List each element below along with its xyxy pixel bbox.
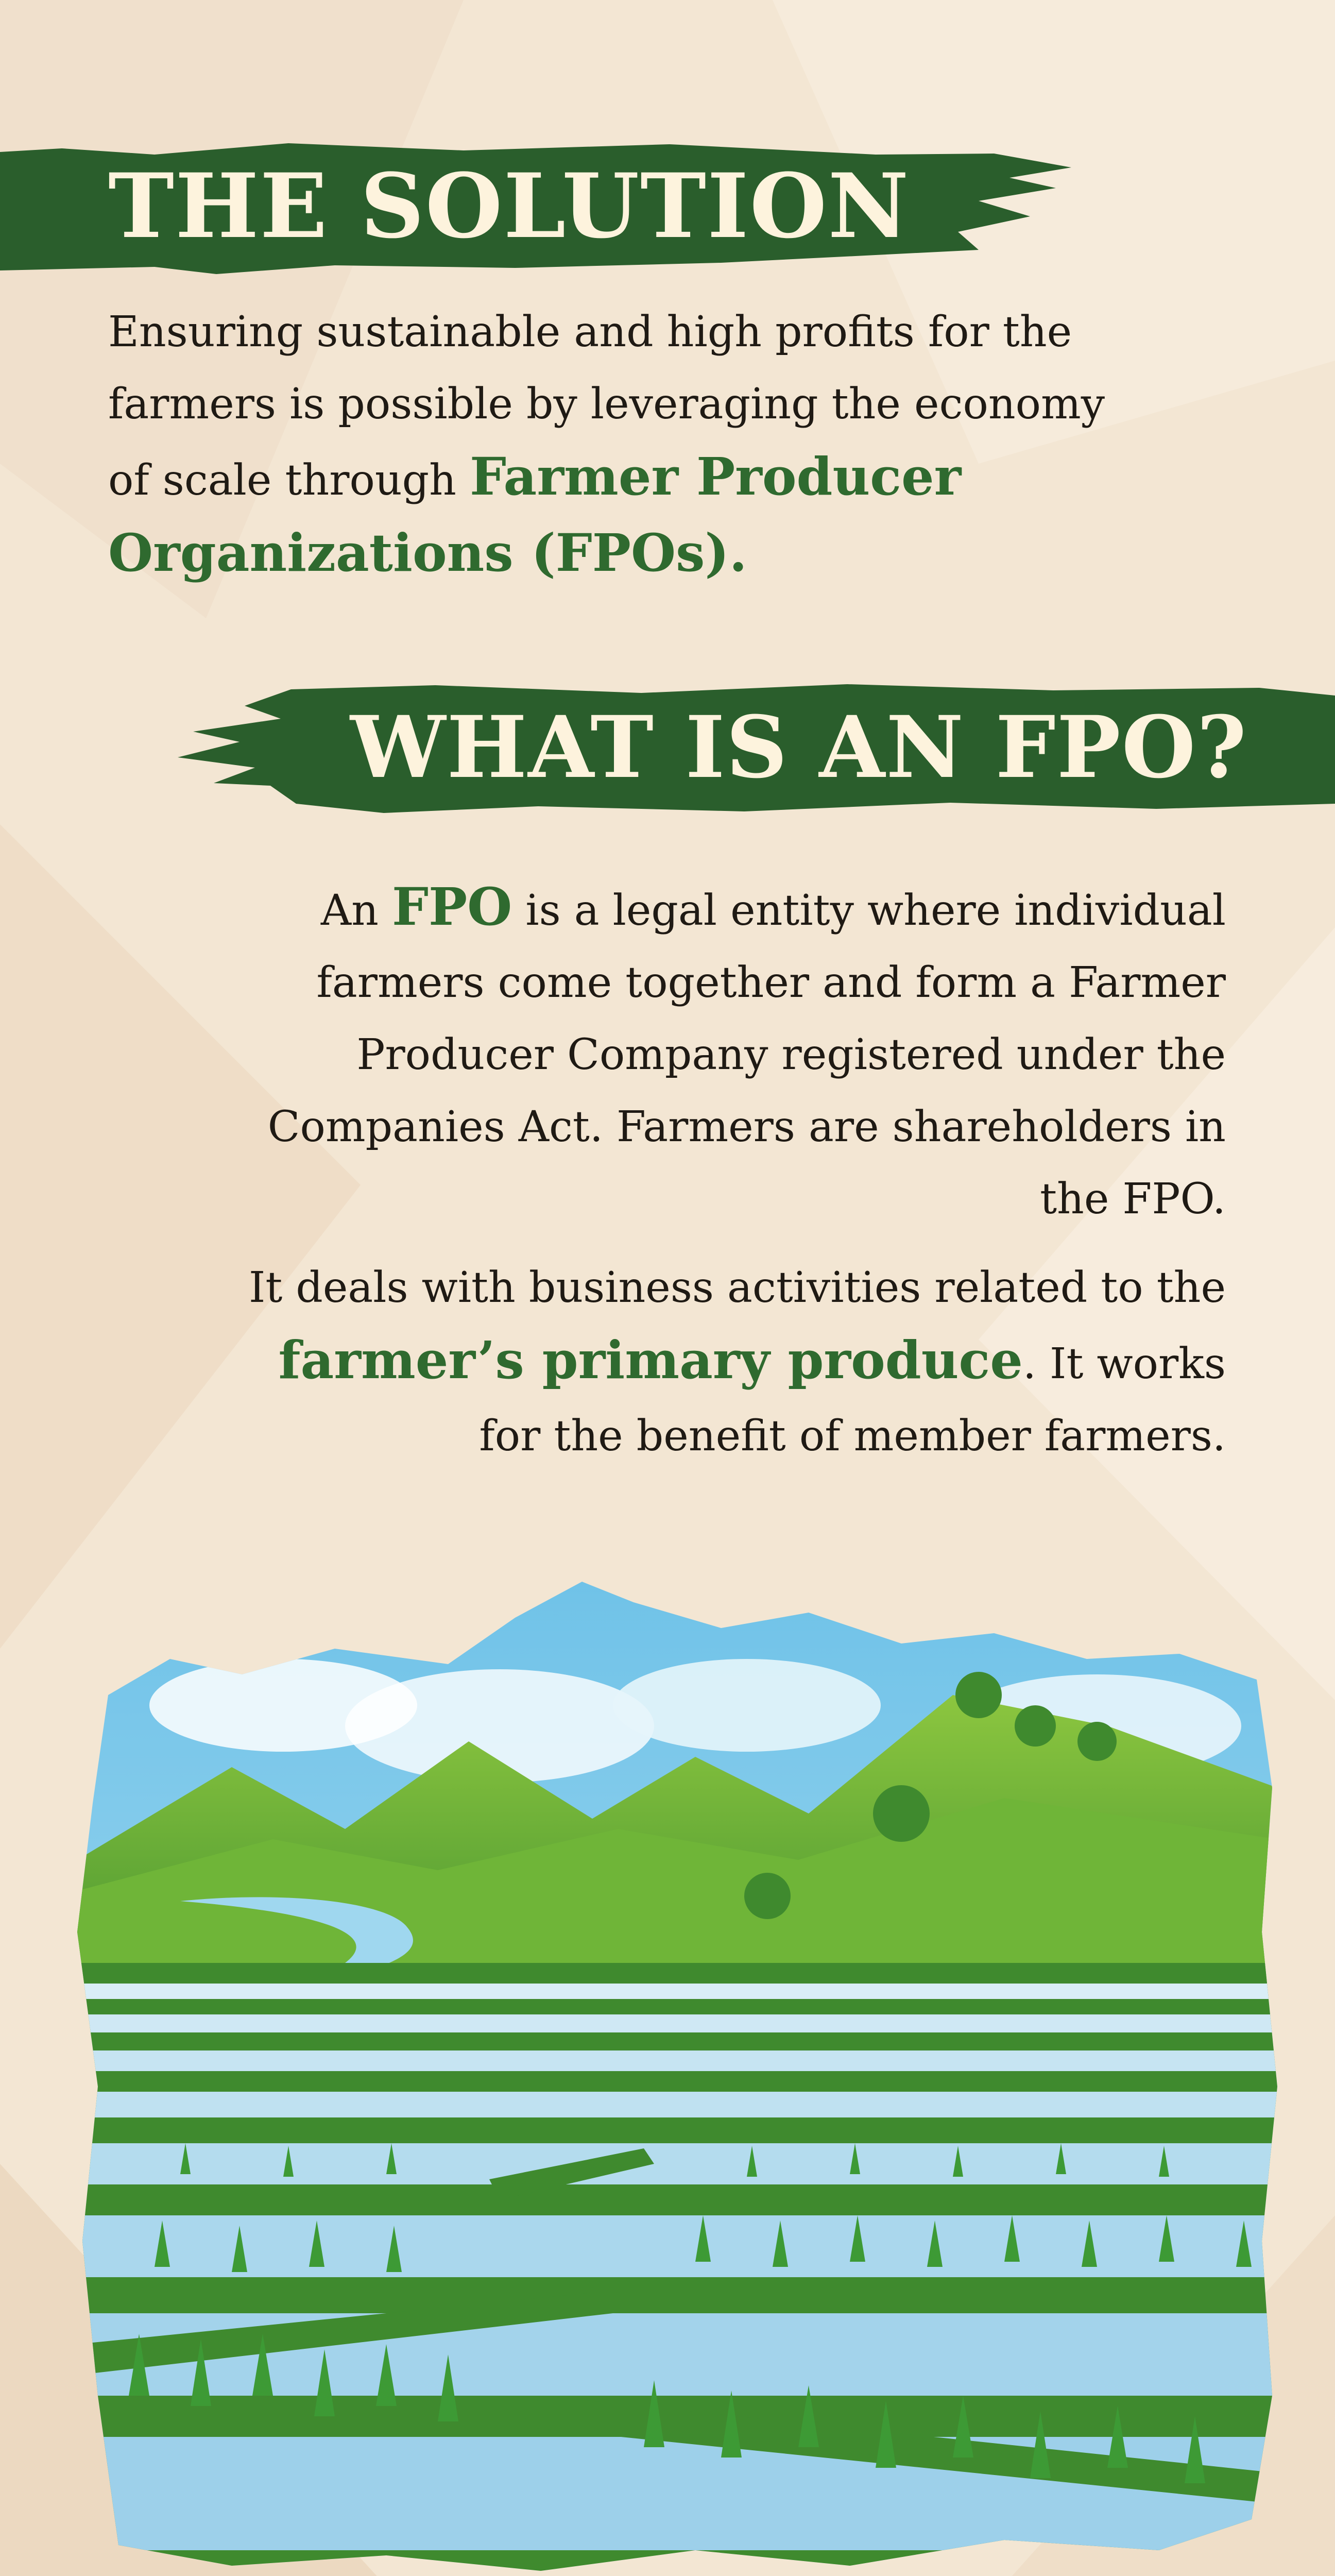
fpo-p1-after: is a legal entity where individual farme… xyxy=(267,886,1226,1224)
solution-heading: THE SOLUTION xyxy=(108,154,910,258)
fpo-p2-after: . It works for the benefit of member far… xyxy=(479,1340,1226,1461)
solution-banner-brush xyxy=(0,143,1071,274)
fpo-p2-before: It deals with business activities relate… xyxy=(248,1263,1226,1312)
solution-text-after: (FPOs). xyxy=(513,522,747,583)
fpo-paragraph-1: An FPO is a legal entity where individua… xyxy=(221,871,1226,1235)
fpo-heading: WHAT IS AN FPO? xyxy=(350,697,1248,797)
solution-highlight: Farmer Producer Organizations xyxy=(108,446,962,583)
solution-text-before: Ensuring sustainable and high profits fo… xyxy=(108,308,1105,505)
fpo-p1-highlight: FPO xyxy=(391,876,512,937)
fpo-banner-brush xyxy=(178,684,1335,813)
fpo-p2-highlight: farmer’s primary produce xyxy=(278,1330,1023,1391)
fpo-p1-before: An xyxy=(320,886,392,935)
solution-paragraph: Ensuring sustainable and high profits fo… xyxy=(108,296,1138,593)
fpo-paragraph-2: It deals with business activities relate… xyxy=(221,1252,1226,1472)
rice-paddy-landscape-illustration xyxy=(77,1582,1277,2571)
